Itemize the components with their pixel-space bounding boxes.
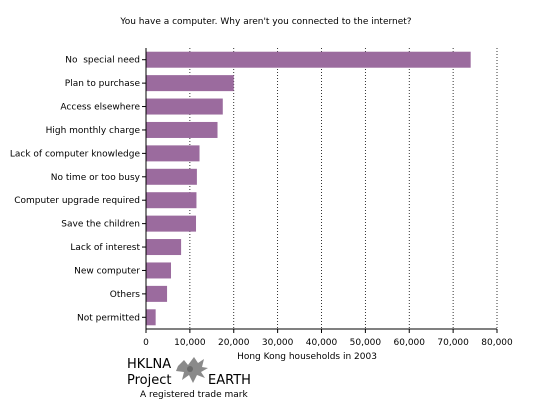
category-labels: No special need Plan to purchase Access el… bbox=[10, 56, 146, 323]
logo-line1: HKLNA bbox=[127, 357, 171, 372]
x-tick-label: 70,000 bbox=[437, 338, 469, 348]
bar bbox=[146, 121, 218, 138]
x-tick-label: 80,000 bbox=[481, 338, 513, 348]
bar bbox=[146, 192, 197, 209]
category-label: Others bbox=[110, 290, 141, 300]
category-label: Lack of interest bbox=[70, 243, 140, 253]
bar bbox=[146, 239, 182, 256]
category-label: High monthly charge bbox=[46, 126, 141, 136]
logo-line2-right: EARTH bbox=[208, 373, 251, 388]
x-tick-label: 30,000 bbox=[262, 338, 294, 348]
bar bbox=[146, 75, 234, 92]
x-tick-label: 40,000 bbox=[306, 338, 338, 348]
bar bbox=[146, 168, 197, 185]
category-label: No special need bbox=[65, 56, 140, 66]
bar bbox=[146, 51, 471, 68]
hklna-logo: HKLNA Project EARTH A registered trade m… bbox=[127, 357, 251, 400]
category-label: Access elsewhere bbox=[60, 103, 140, 113]
x-axis-ticks: 0 10,000 20,000 30,000 40,000 50,000 60,000 70,… bbox=[143, 329, 513, 348]
bar bbox=[146, 309, 156, 326]
category-label: Computer upgrade required bbox=[14, 196, 140, 206]
x-tick-label: 50,000 bbox=[350, 338, 382, 348]
bar bbox=[146, 285, 168, 302]
category-label: No time or too busy bbox=[51, 173, 141, 183]
x-tick-label: 20,000 bbox=[218, 338, 250, 348]
bar bbox=[146, 98, 223, 115]
bar bbox=[146, 145, 200, 162]
category-label: Plan to purchase bbox=[65, 79, 141, 89]
bar bbox=[146, 215, 197, 232]
category-label: Not permitted bbox=[77, 313, 140, 323]
x-axis-label: Hong Kong households in 2003 bbox=[237, 352, 377, 362]
category-label: Lack of computer knowledge bbox=[10, 149, 141, 159]
chart-title: You have a computer. Why aren't you conn… bbox=[119, 17, 411, 27]
x-tick-label: 10,000 bbox=[174, 338, 206, 348]
logo-line2-left: Project bbox=[127, 373, 171, 388]
logo-line3: A registered trade mark bbox=[140, 390, 248, 400]
bars bbox=[146, 51, 471, 326]
earth-splat-icon bbox=[176, 357, 208, 383]
category-label: New computer bbox=[74, 266, 140, 276]
x-tick-label: 0 bbox=[143, 338, 149, 348]
grid-lines bbox=[189, 48, 498, 329]
bar bbox=[146, 262, 172, 279]
category-label: Save the children bbox=[61, 220, 140, 230]
x-tick-label: 60,000 bbox=[394, 338, 426, 348]
